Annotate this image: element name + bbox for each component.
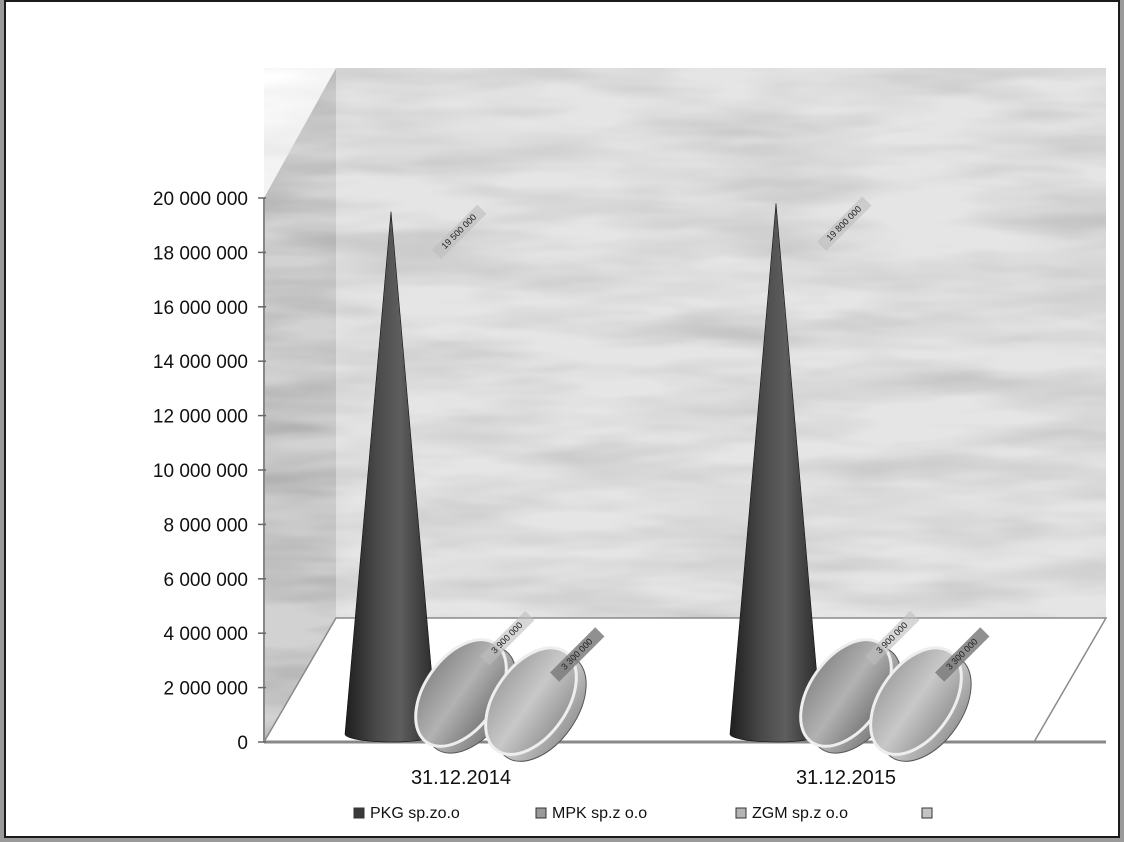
y-tick-label: 18 000 000 [153,243,248,264]
category-label: 31.12.2014 [411,767,511,789]
y-tick-label: 2 000 000 [163,679,248,700]
side-wall [264,68,336,742]
category-label: 31.12.2015 [796,767,896,789]
y-tick-label: 20 000 000 [153,189,248,210]
y-tick-label: 6 000 000 [163,570,248,591]
chart-frame: 0 2 000 000 4 000 000 6 000 000 8 000 000 10 … [4,0,1120,838]
legend-swatch [735,807,747,819]
legend-label: MPK sp.z o.o [552,805,647,822]
y-axis-ticks: 0 2 000 000 4 000 000 6 000 000 8 000 000 10 … [153,189,266,754]
legend-swatch [535,807,547,819]
y-tick-label: 12 000 000 [153,407,248,428]
y-tick-label: 4 000 000 [163,624,248,645]
x-axis-labels: 31.12.2014 31.12.2015 [411,767,896,789]
legend-swatch [353,807,365,819]
y-tick-label: 10 000 000 [153,461,248,482]
chart-canvas: 0 2 000 000 4 000 000 6 000 000 8 000 000 10 … [153,68,1108,822]
legend-label: PKG sp.zo.o [370,805,460,822]
y-tick-label: 16 000 000 [153,298,248,319]
y-tick-label: 0 [237,733,248,754]
legend: PKG sp.zo.o MPK sp.z o.o ZGM sp.z o.o [353,805,933,822]
back-wall [336,68,1106,618]
legend-label: ZGM sp.z o.o [752,805,848,822]
y-tick-label: 14 000 000 [153,352,248,373]
legend-swatch [921,807,933,819]
y-tick-label: 8 000 000 [163,515,248,536]
